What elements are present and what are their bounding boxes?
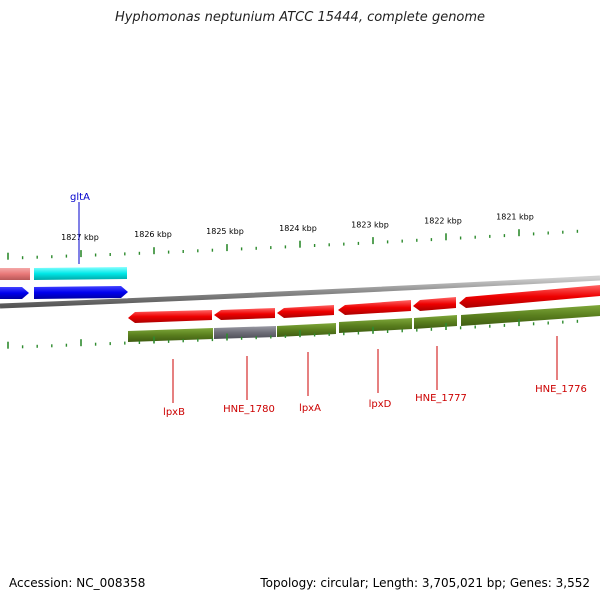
reverse-genes xyxy=(128,285,600,323)
genome-backbone xyxy=(0,275,600,309)
gene-HNE_1780-arrow xyxy=(214,308,275,320)
scale-labels: 1827 kbp 1826 kbp 1825 kbp 1824 kbp 1823 kbp… xyxy=(61,212,534,242)
gene-HNE_1776-arrow xyxy=(459,285,600,308)
gene-lpxB-arrow xyxy=(128,310,212,323)
cds-lpxB xyxy=(128,328,213,342)
cds-lpxD xyxy=(339,318,412,333)
gene-label-lpxA[interactable]: lpxA xyxy=(299,403,321,414)
scale-ticks-upper xyxy=(7,229,579,260)
scale-ticks-lower xyxy=(7,319,579,349)
scale-label: 1825 kbp xyxy=(206,227,244,236)
gene-forward-blue-1 xyxy=(0,287,29,299)
scale-label: 1827 kbp xyxy=(61,233,99,242)
cds-HNE_1777 xyxy=(414,315,457,329)
forward-genes xyxy=(0,267,128,299)
accession-text: Accession: NC_008358 xyxy=(9,576,146,590)
scale-label: 1823 kbp xyxy=(351,220,389,229)
gene-HNE_1777-arrow xyxy=(413,297,456,311)
reverse-gene-labels: lpxB HNE_1780 lpxA lpxD HNE_1777 HNE_177… xyxy=(163,336,587,418)
gene-lpxA-arrow xyxy=(277,305,334,318)
gene-label-lpxD[interactable]: lpxD xyxy=(369,399,392,410)
forward-gene-labels: gltA xyxy=(70,192,90,264)
scale-label: 1822 kbp xyxy=(424,217,462,226)
gene-forward-pink xyxy=(0,268,30,280)
cds-track xyxy=(128,305,600,342)
gene-forward-blue-2 xyxy=(34,286,128,299)
gene-label-HNE_1780[interactable]: HNE_1780 xyxy=(223,404,275,415)
gene-lpxD-arrow xyxy=(338,300,411,315)
gene-label-gltA[interactable]: gltA xyxy=(70,192,90,203)
gene-label-HNE_1776[interactable]: HNE_1776 xyxy=(535,384,587,395)
cds-HNE_1780 xyxy=(214,326,276,339)
scale-label: 1826 kbp xyxy=(134,230,172,239)
gene-label-lpxB[interactable]: lpxB xyxy=(163,407,185,418)
gene-label-HNE_1777[interactable]: HNE_1777 xyxy=(415,393,467,404)
cds-HNE_1776 xyxy=(461,305,600,326)
cds-lpxA xyxy=(277,323,336,337)
map-title: Hyphomonas neptunium ATCC 15444, complet… xyxy=(114,10,486,25)
scale-label: 1824 kbp xyxy=(279,224,317,233)
scale-label: 1821 kbp xyxy=(496,212,534,221)
topology-text: Topology: circular; Length: 3,705,021 bp… xyxy=(260,576,590,590)
gene-forward-cyan xyxy=(34,267,127,280)
